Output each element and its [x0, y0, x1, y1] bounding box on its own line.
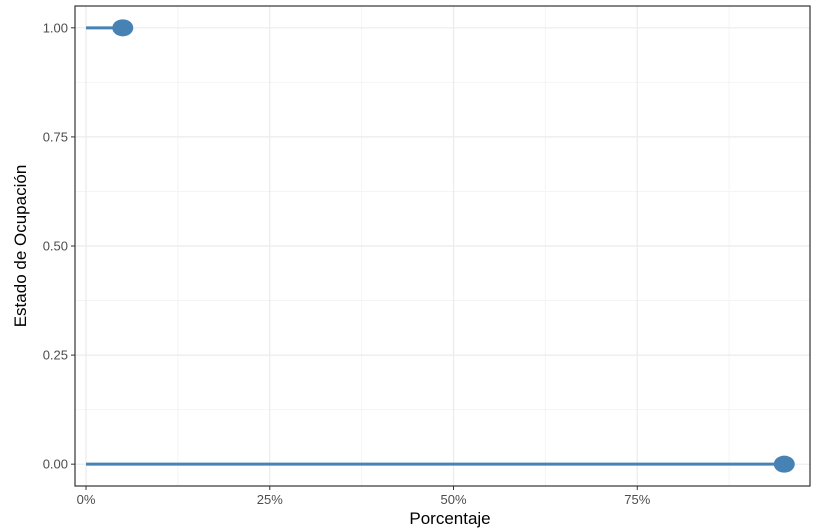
- data-point: [773, 455, 795, 473]
- y-tick-label: 0.00: [43, 457, 68, 472]
- y-tick-label: 0.50: [43, 239, 68, 254]
- x-axis: 0% 25% 50% 75%: [77, 486, 651, 507]
- y-tick-label: 1.00: [43, 20, 68, 35]
- y-axis-title: Estado de Ocupación: [11, 165, 30, 328]
- x-tick-label: 0%: [77, 492, 96, 507]
- data-point: [112, 19, 134, 37]
- y-tick-label: 0.75: [43, 129, 68, 144]
- x-tick-label: 25%: [257, 492, 283, 507]
- x-tick-label: 50%: [441, 492, 467, 507]
- series-layer: [86, 19, 795, 473]
- y-axis: 0.00 0.25 0.50 0.75 1.00: [43, 20, 75, 472]
- x-axis-title: Porcentaje: [409, 509, 490, 528]
- minor-grid: [75, 6, 810, 486]
- y-tick-label: 0.25: [43, 348, 68, 363]
- x-tick-label: 75%: [624, 492, 650, 507]
